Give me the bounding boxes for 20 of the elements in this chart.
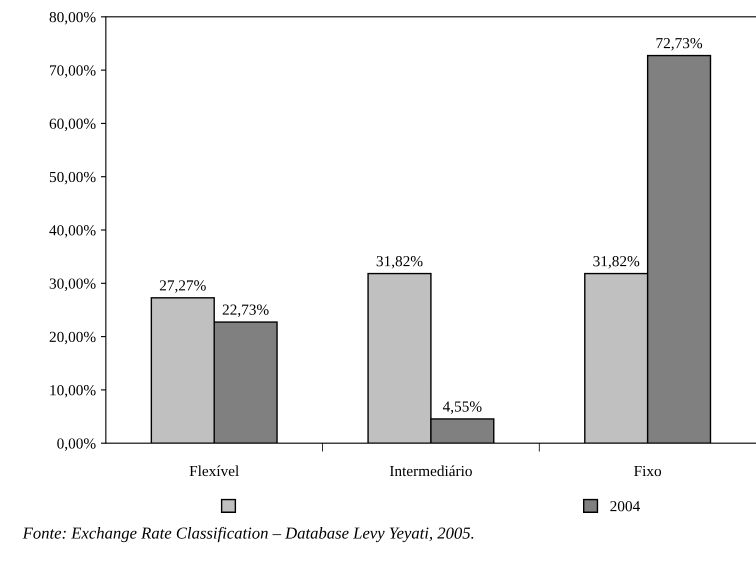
y-tick-label: 20,00% (50, 332, 96, 344)
x-tick-label: Intermediário (390, 465, 472, 476)
data-label: 27,27% (160, 280, 206, 293)
y-tick-label: 70,00% (50, 65, 96, 78)
y-tick-label: 40,00% (49, 225, 96, 238)
data-label: 72,73% (656, 38, 702, 51)
source-note: Fonte: Exchange Rate Classification – Database Levy Yeyati, 2005. (22, 526, 474, 542)
x-tick-label: Fixo (634, 466, 662, 476)
y-tick-label: 60,00% (50, 118, 96, 132)
y-tick-label: 80,00% (50, 12, 96, 24)
legend-label: 2004 (610, 501, 640, 512)
data-label: 31,82% (376, 256, 423, 269)
data-label: 31,82% (593, 256, 640, 269)
y-tick-label: 30,00% (50, 278, 96, 291)
y-tick-label: 50,00% (50, 172, 96, 184)
data-label: 4,55% (442, 401, 482, 414)
x-tick-label: Flexível (190, 465, 239, 476)
data-label: 22,73% (222, 304, 269, 317)
y-tick-label: 0,00% (57, 438, 96, 451)
y-tick-label: 10,00% (50, 385, 96, 398)
